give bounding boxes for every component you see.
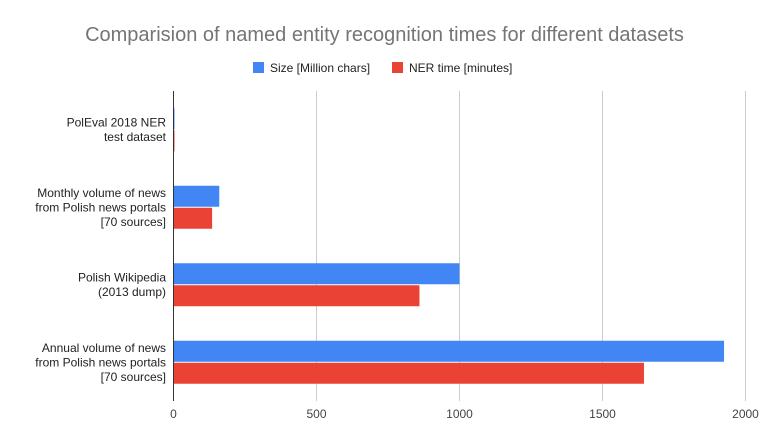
legend-label-2: NER time [minutes] (409, 61, 512, 75)
legend-swatch-2 (392, 62, 403, 73)
bar-series2-category2 (173, 207, 213, 229)
category-label-1: PolEval 2018 NER test dataset (67, 116, 167, 145)
bar-series1-category3 (173, 263, 460, 285)
x-tick-label-0: 0 (170, 407, 177, 421)
x-tick-label-500: 500 (306, 407, 326, 421)
chart-title: Comparision of named entity recognition … (85, 24, 684, 46)
category-label-4: Annual volume of news from Polish news po… (35, 341, 166, 384)
x-tick-label-2000: 2000 (732, 407, 759, 421)
x-axis-ticks: 0 500 1000 1500 2000 (170, 407, 759, 421)
legend: Size [Million chars] NER time [minutes] (253, 61, 512, 75)
bar-series2-category3 (173, 285, 420, 307)
category-labels: PolEval 2018 NER test dataset Monthly volu… (35, 116, 166, 384)
bar-series1-category4 (173, 340, 725, 362)
bars (173, 108, 725, 384)
bar-series1-category2 (173, 185, 220, 207)
bar-series2-category4 (173, 362, 644, 384)
x-tick-label-1500: 1500 (589, 407, 616, 421)
x-tick-label-1000: 1000 (446, 407, 473, 421)
category-label-3: Polish Wikipedia (2013 dump) (78, 271, 166, 300)
category-label-2: Monthly volume of news from Polish news p… (35, 186, 166, 229)
legend-label-1: Size [Million chars] (270, 61, 370, 75)
legend-swatch-1 (253, 62, 264, 73)
